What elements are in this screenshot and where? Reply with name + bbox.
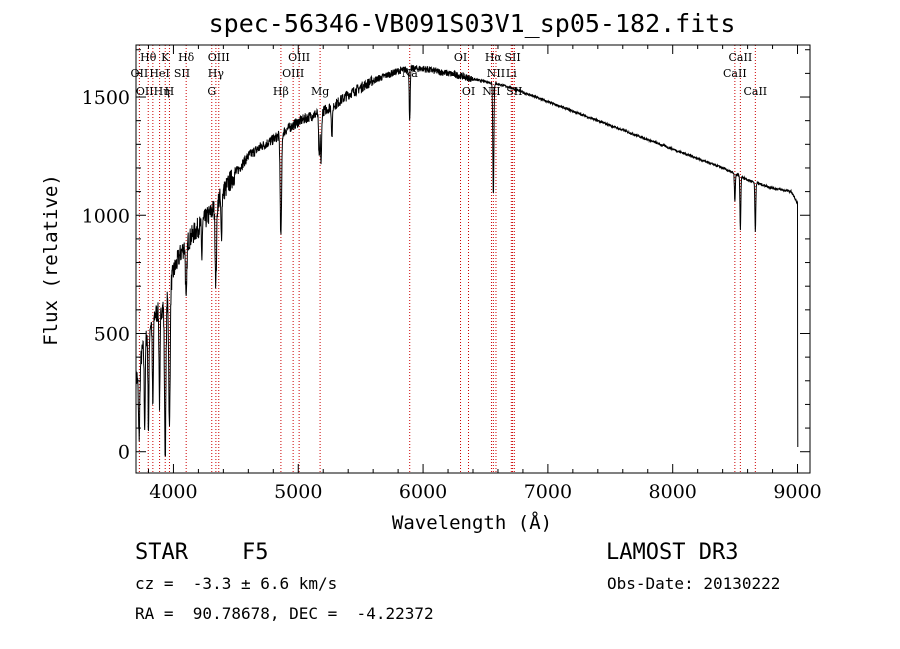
line-label-15: NII xyxy=(487,67,505,80)
line-label-0: Hθ xyxy=(140,51,157,64)
line-label-1: K xyxy=(161,51,170,64)
line-label-17: CaII xyxy=(723,67,747,80)
x-tick-label-0: 4000 xyxy=(149,481,197,503)
line-label-24: NII xyxy=(482,85,500,98)
y-tick-label-0: 0 xyxy=(118,442,130,464)
spectrum-line xyxy=(135,64,799,457)
line-label-20: G xyxy=(207,85,216,98)
line-label-18: OIIHη xyxy=(136,85,170,98)
chart-title: spec-56346-VB091S03V1_sp05-182.fits xyxy=(209,9,736,38)
line-label-26: CaII xyxy=(743,85,767,98)
x-tick-label-3: 7000 xyxy=(524,481,572,503)
line-label-25: SII xyxy=(506,85,522,98)
line-label-22: Mg xyxy=(311,85,329,98)
y-tick-label-3: 1500 xyxy=(82,87,130,109)
line-label-10: HeI xyxy=(149,67,169,80)
line-markers xyxy=(138,45,756,473)
spectral-subclass: F5 xyxy=(242,540,269,565)
y-axis-label: Flux (relative) xyxy=(40,174,62,346)
line-label-16: Li xyxy=(506,67,517,80)
x-tick-label-4: 8000 xyxy=(649,481,697,503)
x-tick-label-5: 9000 xyxy=(773,481,821,503)
spectrum-trace xyxy=(135,64,799,457)
line-label-4: OIII xyxy=(288,51,310,64)
line-label-21: Hβ xyxy=(273,85,289,98)
line-label-23: OI xyxy=(462,85,475,98)
y-tick-label-1: 500 xyxy=(94,323,130,345)
line-label-8: CaII xyxy=(729,51,753,64)
observation-date: Obs-Date: 20130222 xyxy=(607,574,781,593)
line-label-2: Hδ xyxy=(178,51,195,64)
redshift-readout: cz = -3.3 ± 6.6 km/s xyxy=(135,574,338,593)
x-axis: 4000 5000 6000 7000 8000 9000 xyxy=(147,45,822,503)
line-label-6: Hα xyxy=(485,51,503,64)
line-label-3: OIII xyxy=(208,51,230,64)
x-axis-label: Wavelength (Å) xyxy=(392,511,552,534)
plot-frame xyxy=(135,44,811,474)
line-label-5: OI xyxy=(454,51,467,64)
line-label-7: SII xyxy=(504,51,520,64)
x-tick-label-2: 6000 xyxy=(399,481,447,503)
line-label-11: SII xyxy=(174,67,190,80)
y-axis: 0 500 1000 1500 xyxy=(82,49,810,464)
object-class: STAR xyxy=(135,540,188,565)
line-label-12: Hγ xyxy=(208,67,225,80)
line-label-19: H xyxy=(165,85,175,98)
y-tick-label-2: 1000 xyxy=(82,205,130,227)
coordinates-readout: RA = 90.78678, DEC = -4.22372 xyxy=(135,604,434,623)
x-tick-label-1: 5000 xyxy=(274,481,322,503)
survey-label: LAMOST DR3 xyxy=(606,540,739,565)
line-label-13: OIII xyxy=(282,67,304,80)
